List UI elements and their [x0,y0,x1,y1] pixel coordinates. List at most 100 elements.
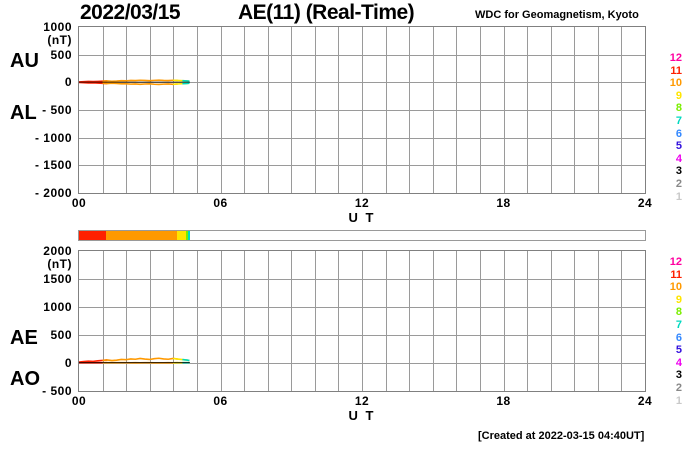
grid-vline [103,251,104,391]
x-axis-label: U T [348,210,376,225]
grid-vline [386,251,387,391]
legend-item-9: 9 [675,89,682,102]
legend-item-7: 7 [675,318,682,331]
grid-hline [79,363,645,364]
y-tick-label: 500 [50,47,72,62]
grid-vline [126,251,127,391]
grid-lines-bottom [79,251,645,391]
grid-lines-top [79,27,645,193]
legend-item-10: 10 [669,77,682,90]
grid-vline [315,251,316,391]
grid-hline [79,55,645,56]
legend-item-7: 7 [675,114,682,127]
trace-segment [102,82,178,86]
legend-item-6: 6 [675,331,682,344]
y-tick-label: - 2000 [34,186,72,200]
grid-hline [79,138,645,139]
grid-hline [79,279,645,280]
legend-bottom: 12 11 10 9 8 7 6 5 4 3 2 1 [660,256,686,407]
legend-item-10: 10 [669,281,682,294]
grid-vline [221,251,222,391]
grid-vline [551,251,552,391]
x-tick-label: 06 [213,196,228,210]
y-tick-label: 0 [64,356,72,370]
legend-item-5: 5 [675,140,682,153]
legend-item-3: 3 [675,369,682,382]
trace-segment [79,359,108,363]
grid-vline [362,251,363,391]
legend-item-4: 4 [675,356,682,369]
coverage-segment [188,231,191,240]
y-tick-label: - 1500 [34,158,72,173]
label-al: AL [10,102,37,124]
station-coverage-bar [78,230,646,241]
grid-hline [79,110,645,111]
grid-vline [150,251,151,391]
y-tick-label: - 1000 [34,130,72,145]
legend-item-3: 3 [675,165,682,178]
y-axis-unit: (nT) [47,257,72,271]
y-tick-label: 1000 [43,300,72,314]
grid-vline [504,251,505,391]
x-tick-label: 12 [354,196,370,210]
x-tick-label: 18 [496,394,511,408]
legend-item-11: 11 [670,268,682,281]
y-tick-label: 500 [50,328,72,342]
legend-item-9: 9 [675,293,682,306]
legend-item-4: 4 [675,152,682,165]
grid-hline [79,82,645,83]
grid-hline [79,307,645,308]
legend-item-1: 1 [675,394,682,407]
legend-item-8: 8 [675,306,682,319]
grid-vline [433,251,434,391]
x-tick-label: 18 [496,196,511,210]
grid-hline [79,165,645,166]
page-title-date: 2022/03/15 [80,1,181,24]
grid-vline [480,251,481,391]
coverage-segment [176,231,187,240]
legend-item-6: 6 [675,127,682,140]
coverage-segment [186,231,189,240]
grid-vline [197,251,198,391]
attribution-text: WDC for Geomagnetism, Kyoto [475,9,639,21]
grid-vline [456,251,457,391]
data-trace-au-al [79,79,190,86]
legend-item-5: 5 [675,344,682,357]
grid-vline [268,251,269,391]
grid-vline [621,251,622,391]
x-tick-label: 12 [354,394,370,408]
label-au: AU [10,50,39,72]
label-ae: AE [10,327,38,349]
legend-top: 12 11 10 9 8 7 6 5 4 3 2 1 [660,52,686,203]
x-tick-label: 00 [71,394,87,408]
chart-ae-ao [78,250,646,392]
created-timestamp: [Created at 2022-03-15 04:40UT] [478,430,645,442]
y-tick-label: 0 [64,75,72,90]
legend-item-11: 11 [670,64,682,77]
y-tick-label: 1500 [43,272,72,286]
label-ao: AO [10,368,40,390]
coverage-segment [79,231,107,240]
legend-item-2: 2 [675,177,682,190]
x-tick-label: 00 [71,196,87,210]
y-axis-unit: (nT) [47,33,72,47]
y-tick-label: 2000 [43,244,72,258]
trace-segment [182,358,190,362]
grid-vline [338,251,339,391]
trace-segment [79,81,108,85]
coverage-segment [106,231,177,240]
grid-hline [79,335,645,336]
x-axis-label: U T [348,408,376,423]
y-tick-label: 1000 [43,20,72,34]
grid-vline [291,251,292,391]
legend-item-8: 8 [675,102,682,115]
legend-item-1: 1 [675,190,682,203]
grid-vline [527,251,528,391]
y-tick-label: - 500 [42,103,72,117]
grid-vline [574,251,575,391]
legend-item-2: 2 [675,381,682,394]
y-tick-label: - 500 [42,384,72,398]
trace-segment [102,357,178,362]
legend-item-12: 12 [669,256,682,268]
x-tick-label: 24 [637,394,653,408]
